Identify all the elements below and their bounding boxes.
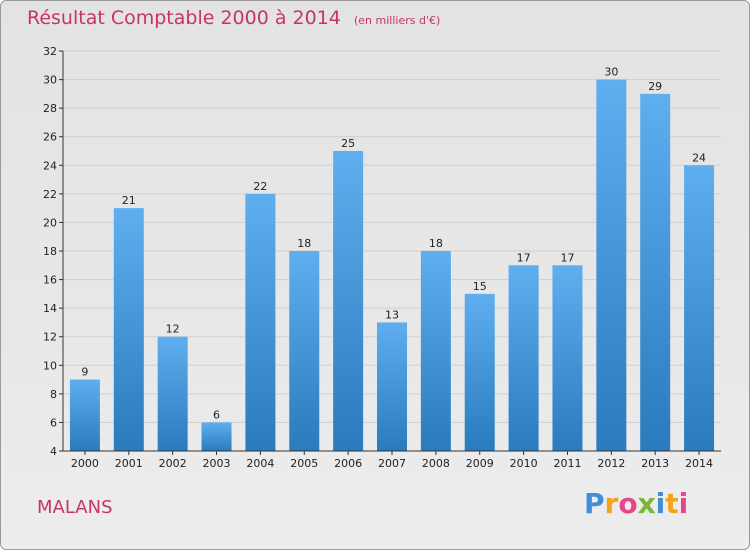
y-tick-label: 6 [50,416,57,429]
y-tick-label: 4 [50,445,57,458]
y-tick-label: 32 [43,45,57,58]
x-tick-label: 2000 [71,457,99,470]
data-label: 18 [429,237,443,250]
data-label: 30 [604,66,618,79]
data-label: 9 [81,366,88,379]
bar [596,79,627,452]
x-tick-label: 2013 [641,457,669,470]
logo-letter: o [618,487,638,520]
x-tick-label: 2006 [334,457,362,470]
x-tick-label: 2001 [115,457,143,470]
x-tick-label: 2009 [466,457,494,470]
data-label: 24 [692,151,706,164]
logo-letter: r [604,487,619,520]
y-tick-label: 8 [50,388,57,401]
data-label: 21 [122,194,136,207]
logo-letter: x [637,487,656,520]
data-label: 12 [166,323,180,336]
bar [245,193,276,451]
bar [113,208,144,451]
y-tick-label: 14 [43,302,57,315]
bar [464,293,495,451]
bar [420,251,451,451]
y-tick-label: 12 [43,331,57,344]
y-tick-label: 22 [43,188,57,201]
data-label: 13 [385,308,399,321]
logo-letter: i [678,487,689,520]
chart-subtitle: (en milliers d'€) [353,14,441,27]
axes [59,50,721,455]
y-tick-label: 28 [43,102,57,115]
x-tick-label: 2004 [246,457,274,470]
bar [289,251,320,451]
data-label: 25 [341,137,355,150]
data-label: 6 [213,408,220,421]
bar [508,265,539,451]
bars [69,79,715,452]
y-tick-label: 30 [43,74,57,87]
chart-title: Résultat Comptable 2000 à 2014 [27,7,341,29]
labels: 4 6 8 10 12 14 16 18 20 22 24 26 28 30 32 2000 9 2001 21 20… [43,45,713,470]
logo-letter: i [655,487,666,520]
x-tick-label: 2002 [159,457,187,470]
bar [333,151,364,451]
bar [377,322,407,451]
town-name: MALANS [37,497,113,518]
bar [552,265,583,451]
x-tick-label: 2011 [553,457,581,470]
bar [69,379,100,451]
y-tick-label: 16 [43,274,57,287]
bar [640,93,671,451]
data-label: 22 [253,180,267,193]
data-label: 17 [560,251,574,264]
x-tick-label: 2007 [378,457,406,470]
logo-letter: P [584,487,605,520]
bar [157,336,188,451]
data-label: 29 [648,80,662,93]
x-tick-label: 2012 [597,457,625,470]
bar [201,422,232,451]
y-tick-label: 20 [43,216,57,229]
y-tick-label: 10 [43,359,57,372]
y-tick-label: 18 [43,245,57,258]
title-row: Résultat Comptable 2000 à 2014 (en milli… [27,7,440,29]
proxiti-logo: Proxiti [584,487,688,520]
data-label: 15 [473,280,487,293]
logo-letter: t [665,487,679,520]
data-label: 17 [517,251,531,264]
bar [684,165,715,452]
x-tick-label: 2008 [422,457,450,470]
y-tick-label: 26 [43,131,57,144]
x-tick-label: 2014 [685,457,713,470]
x-tick-label: 2005 [290,457,318,470]
data-label: 18 [297,237,311,250]
x-tick-label: 2003 [203,457,231,470]
x-tick-label: 2010 [510,457,538,470]
y-tick-label: 24 [43,159,57,172]
